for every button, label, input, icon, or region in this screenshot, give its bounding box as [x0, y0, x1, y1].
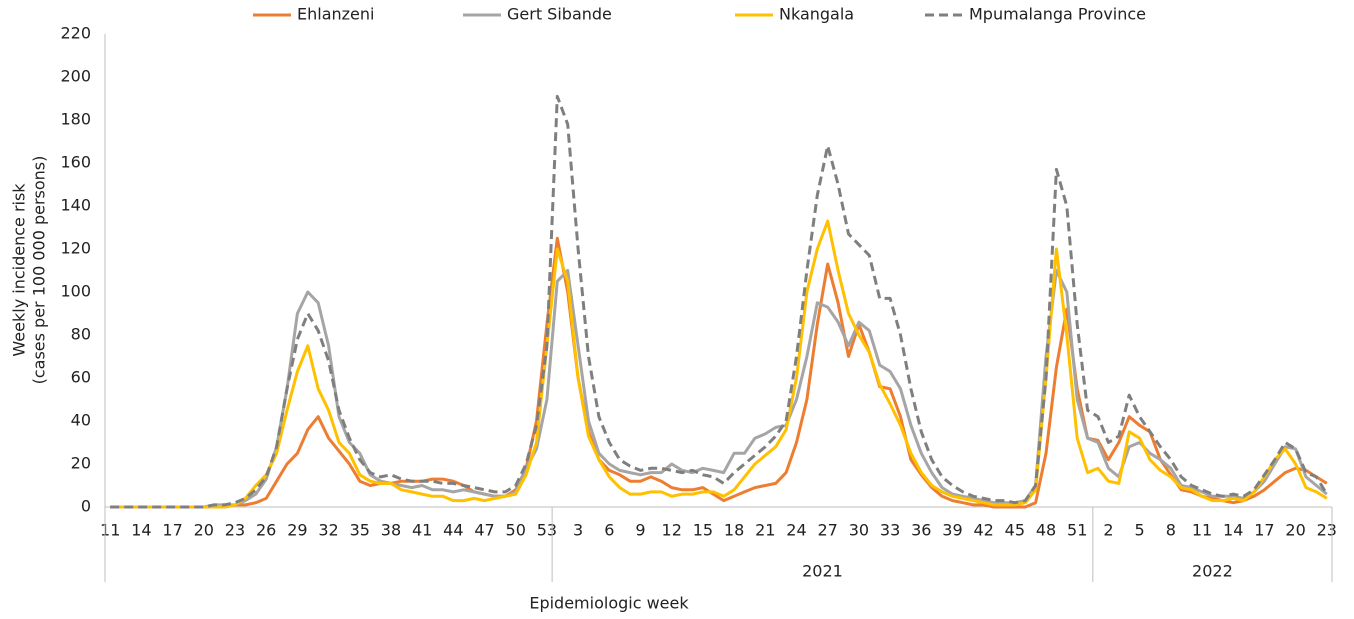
x-tick-label: 5: [1135, 521, 1145, 540]
series-line: [110, 236, 1328, 509]
y-tick-label: 200: [60, 67, 91, 86]
x-tick-label: 20: [1285, 521, 1305, 540]
group-label: 2022: [1192, 562, 1233, 581]
legend-label: Gert Sibande: [507, 5, 612, 24]
x-tick-label: 9: [635, 521, 645, 540]
x-tick-label: 11: [1192, 521, 1212, 540]
x-tick-label: 21: [755, 521, 775, 540]
x-tick-label: 44: [443, 521, 463, 540]
x-tick-label: 23: [225, 521, 245, 540]
x-tick-label: 32: [318, 521, 338, 540]
x-axis-title: Epidemiologic week: [529, 594, 689, 613]
legend-label: Ehlanzeni: [297, 5, 374, 24]
y-tick-label: 220: [60, 24, 91, 43]
y-axis-title-line: Weekly incidence risk: [10, 183, 29, 357]
x-tick-label: 14: [1223, 521, 1243, 540]
y-tick-label: 120: [60, 239, 91, 258]
x-tick-label: 29: [287, 521, 307, 540]
x-tick-label: 17: [1254, 521, 1274, 540]
x-tick-label: 39: [942, 521, 962, 540]
series-line: [110, 94, 1329, 509]
x-tick-label: 18: [724, 521, 744, 540]
x-tick-label: 26: [256, 521, 276, 540]
x-tick-label: 30: [849, 521, 869, 540]
y-tick-label: 80: [71, 325, 91, 344]
group-label: 2021: [802, 562, 843, 581]
x-tick-label: 14: [131, 521, 151, 540]
y-tick-label: 40: [71, 411, 91, 430]
legend-label: Nkangala: [779, 5, 854, 24]
y-tick-label: 0: [81, 497, 91, 516]
y-tick-label: 100: [60, 282, 91, 301]
y-axis-title-line: (cases per 100 000 persons): [30, 156, 49, 385]
x-tick-label: 38: [381, 521, 401, 540]
x-tick-label: 8: [1166, 521, 1176, 540]
x-tick-label: 45: [1005, 521, 1025, 540]
x-tick-label: 41: [412, 521, 432, 540]
x-tick-label: 20: [194, 521, 214, 540]
y-tick-label: 160: [60, 153, 91, 172]
x-tick-label: 51: [1067, 521, 1087, 540]
y-tick-label: 20: [71, 454, 91, 473]
x-tick-label: 6: [604, 521, 614, 540]
legend-label: Mpumalanga Province: [969, 5, 1146, 24]
x-tick-label: 15: [693, 521, 713, 540]
x-tick-label: 27: [818, 521, 838, 540]
x-tick-label: 2: [1103, 521, 1113, 540]
y-tick-label: 180: [60, 110, 91, 129]
x-tick-label: 17: [162, 521, 182, 540]
x-tick-label: 23: [1317, 521, 1337, 540]
x-tick-label: 11: [100, 521, 120, 540]
x-tick-label: 48: [1036, 521, 1056, 540]
x-tick-label: 36: [911, 521, 931, 540]
y-axis-title: Weekly incidence risk (cases per 100 000…: [10, 156, 49, 385]
x-tick-label: 24: [786, 521, 806, 540]
x-tick-label: 12: [662, 521, 682, 540]
x-tick-label: 33: [880, 521, 900, 540]
x-tick-label: 50: [506, 521, 526, 540]
x-tick-label: 53: [537, 521, 557, 540]
x-tick-label: 42: [973, 521, 993, 540]
x-tick-label: 3: [573, 521, 583, 540]
x-tick-label: 35: [350, 521, 370, 540]
y-tick-label: 60: [71, 368, 91, 387]
y-tick-label: 140: [60, 196, 91, 215]
series-line: [110, 219, 1328, 509]
x-tick-label: 47: [474, 521, 494, 540]
